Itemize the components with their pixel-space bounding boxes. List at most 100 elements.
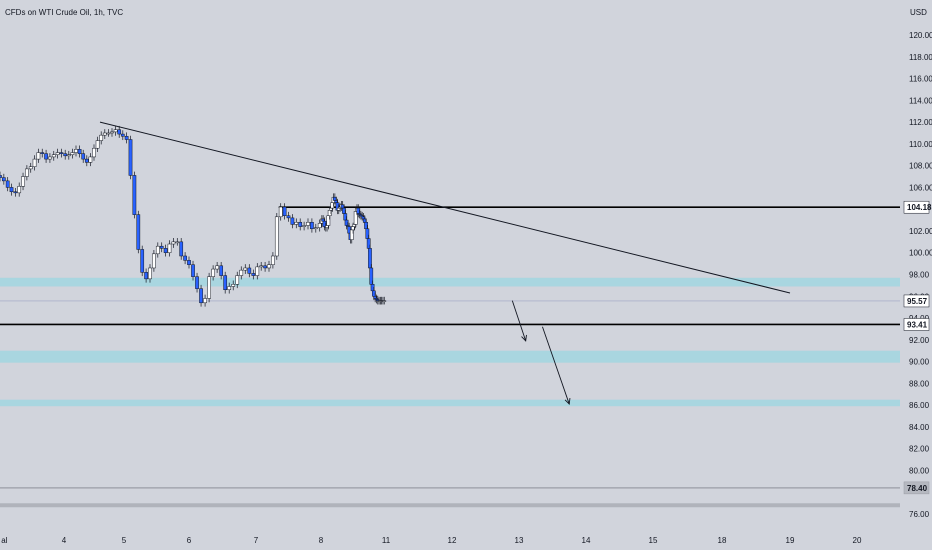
candle-up [382,300,387,302]
candle-up [48,156,52,160]
candle-down [191,264,195,277]
candle-up [167,243,172,253]
price-badge-label: 95.57 [907,297,928,306]
candle-up [17,186,22,194]
x-tick-label: 11 [382,536,391,545]
candle-up [102,132,107,136]
candle-up [74,149,78,153]
candle-up [106,132,111,135]
candle-down [219,265,224,276]
y-tick-label: 112.00 [909,118,932,127]
candle-up [28,166,33,170]
candle-down [117,129,122,135]
candle-down [44,153,48,160]
arrow-head [564,398,571,406]
x-tick-label: 8 [319,536,324,545]
candle-down [13,191,18,194]
price-axis[interactable]: 120.00 118.00 116.00 114.00 112.00 110.00 108.… [909,31,932,519]
candle-down [223,275,228,290]
candle-down [187,260,191,265]
drawings-layer [99,121,791,406]
currency-label: USD [910,8,927,17]
candle-up [302,225,306,227]
candle-up [25,168,29,177]
candle-up [271,255,275,265]
x-tick-label: 15 [649,536,658,545]
y-tick-label: 118.00 [909,53,932,62]
candle-down [144,272,148,280]
y-tick-label: 98.00 [909,271,930,280]
zone-86 [0,399,900,407]
candle-down [310,221,314,230]
price-badge [903,318,930,331]
candle-up [259,265,264,268]
candle-down [183,255,187,261]
candle-down [77,149,82,154]
candle-down [282,206,287,216]
candle-up [32,158,37,167]
candle-up [99,134,104,141]
y-tick-label: 114.00 [909,96,932,105]
candle-down [1,177,6,182]
x-tick-label: 19 [786,536,795,545]
candle-up [211,268,215,277]
x-tick-label: 4 [62,536,67,545]
y-tick-label: 102.00 [909,227,932,236]
candle-up [21,176,25,187]
x-tick-label: 6 [187,536,192,545]
x-tick-label: 18 [718,536,727,545]
y-tick-label: 82.00 [909,445,930,454]
projection-arrow [542,326,570,405]
candle-down [159,245,164,249]
candle-down [9,187,14,193]
candle-up [215,265,219,270]
chart-title: CFDs on WTI Crude Oil, 1h, TVC [5,8,123,17]
y-tick-label: 116.00 [909,75,932,84]
candle-up [243,267,248,271]
lines-layer [0,206,900,508]
candle-up [51,154,56,158]
candle-down [120,133,125,137]
candle-down [81,153,86,160]
candle-down [247,267,252,274]
arrow-head [521,334,527,342]
candle-up [255,266,260,276]
candle-up [70,152,75,155]
candle-up [88,156,93,163]
y-tick-label: 100.00 [909,249,932,258]
candle-up [36,152,41,160]
candle-up [317,223,322,228]
candle-up [294,221,299,225]
candle-up [313,227,318,230]
candle-down [59,152,64,154]
candle-up [267,264,271,269]
candle-down [163,248,168,253]
price-badge [903,481,930,495]
candle-up [92,147,96,158]
candle-up [155,245,160,255]
x-tick-label: 13 [515,536,524,545]
price-badge [903,200,930,214]
time-axis[interactable]: al 4 5 6 7 8 11 12 13 14 15 18 19 20 [1,536,862,545]
candle-down [298,221,303,227]
candle-up [231,284,236,287]
candle-up [278,206,283,218]
candle-down [140,249,145,273]
candle-down [136,214,141,250]
price-badge [903,294,930,308]
candle-down [128,139,133,176]
x-tick-label: 7 [254,536,259,545]
candles-layer [0,125,387,307]
candle-down [0,175,2,178]
candle-down [84,158,89,163]
x-tick-label: 5 [122,536,127,545]
x-tick-label: 14 [582,536,591,545]
y-tick-label: 88.00 [909,379,930,388]
candle-up [203,298,207,304]
zone-97 [0,277,900,287]
candle-up [207,276,211,299]
candle-up [95,140,100,149]
x-tick-label: 20 [853,536,862,545]
